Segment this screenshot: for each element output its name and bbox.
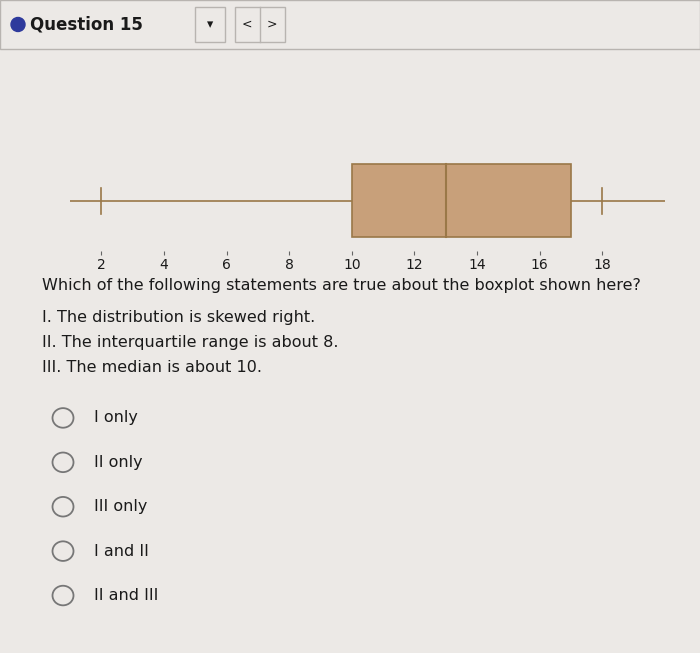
Text: I only: I only [94,411,139,425]
Text: Question 15: Question 15 [30,16,143,33]
Text: <: < [241,18,252,31]
Text: III only: III only [94,500,148,514]
Text: II and III: II and III [94,588,159,603]
Bar [352,165,571,237]
Text: I. The distribution is skewed right.: I. The distribution is skewed right. [42,310,315,325]
Text: II. The interquartile range is about 8.: II. The interquartile range is about 8. [42,335,339,350]
FancyBboxPatch shape [235,7,285,42]
FancyBboxPatch shape [195,7,225,42]
Text: >: > [267,18,277,31]
Text: II only: II only [94,455,143,470]
Text: ▾: ▾ [207,18,213,31]
Text: III. The median is about 10.: III. The median is about 10. [42,360,262,375]
Text: Which of the following statements are true about the boxplot shown here?: Which of the following statements are tr… [42,278,641,293]
Circle shape [11,18,25,31]
Text: I and II: I and II [94,544,149,558]
